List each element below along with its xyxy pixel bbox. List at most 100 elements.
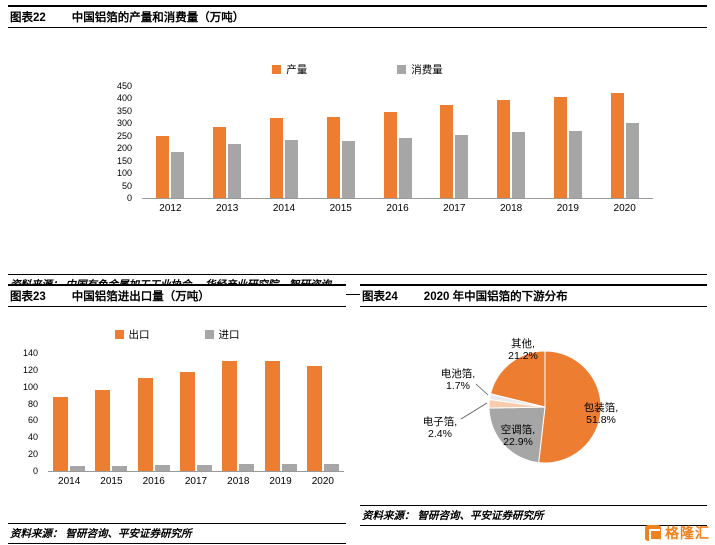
- category-group: [199, 87, 256, 198]
- chart-legend: 出口 进口: [8, 327, 346, 342]
- y-tick-label: 50: [121, 180, 132, 191]
- category-group: [539, 87, 596, 198]
- x-tick-label: 2018: [227, 476, 250, 487]
- x-tick-label: 2017: [443, 203, 466, 214]
- top-divider: [8, 284, 346, 286]
- bar: [213, 127, 227, 198]
- pie-slice-1: [538, 350, 602, 464]
- bar: [281, 464, 297, 471]
- y-tick-label: 80: [27, 398, 38, 409]
- bar: [53, 397, 69, 471]
- x-tick-label: 2020: [311, 476, 334, 487]
- bottom-divider: [8, 543, 346, 544]
- bars-area: [48, 354, 344, 472]
- pie-label: 电子箔, 2.4%: [423, 415, 457, 440]
- figure-23-panel: 图表23 中国铝箔进出口量（万吨） 出口 进口 0 20 40 60 80 100 120 140…: [8, 284, 346, 544]
- bar: [171, 152, 185, 198]
- x-tick-label: 2019: [269, 476, 292, 487]
- category-group: [256, 87, 313, 198]
- x-tick-label: 2016: [142, 476, 165, 487]
- bar: [264, 361, 280, 471]
- figure-22-panel: 图表22 中国铝箔的产量和消费量（万吨） 产量 消费量 0 50 100 150 200 25…: [8, 5, 707, 295]
- plot-area: 0 20 40 60 80 100 120 140 2014 2015 2016 2017 2018 20…: [14, 349, 344, 487]
- source-label: 资料来源：: [362, 510, 415, 522]
- top-divider: [8, 5, 707, 7]
- figure-24-source: 资料来源： 智研咨询、平安证券研究所: [360, 506, 707, 525]
- gelonghui-watermark: 格隆汇: [645, 523, 710, 543]
- category-group: [90, 354, 132, 471]
- category-group: [596, 87, 653, 198]
- figure-23-heading: 中国铝箔进出口量（万吨）: [71, 291, 210, 303]
- bar: [306, 366, 322, 471]
- figure-24-heading: 2020 年中国铝箔的下游分布: [423, 291, 568, 303]
- bar: [269, 118, 283, 198]
- pie-label: 其他, 21.2%: [508, 337, 538, 362]
- chart-divider: [8, 523, 346, 524]
- downstream-distribution-pie-chart: 包装箔, 51.8% 空调箔, 22.9% 电子箔, 2.4% 电池箔, 1.7% 其他, 21.…: [360, 307, 707, 505]
- category-group: [302, 354, 344, 471]
- bar: [610, 93, 624, 198]
- title-divider: [8, 306, 346, 307]
- y-tick-label: 60: [27, 415, 38, 426]
- bar: [95, 390, 111, 471]
- pie-slice-2: [488, 406, 546, 464]
- category-group: [426, 87, 483, 198]
- pie-slice-5: [489, 350, 546, 408]
- bar: [196, 465, 212, 471]
- legend-item: 出口: [114, 327, 150, 342]
- category-group: [142, 87, 199, 198]
- bar: [553, 97, 567, 198]
- import-export-bar-chart: 出口 进口 0 20 40 60 80 100 120 140 2014 2015 2016 2017 20…: [8, 327, 346, 523]
- chart-divider: [360, 505, 707, 506]
- title-divider: [360, 306, 707, 307]
- y-tick-label: 300: [116, 118, 132, 129]
- category-group: [369, 87, 426, 198]
- bar: [228, 144, 242, 198]
- bar: [239, 464, 255, 471]
- figure-23-label: 图表23: [10, 291, 46, 303]
- x-tick-label: 2017: [184, 476, 208, 487]
- bar: [455, 135, 469, 198]
- y-tick-label: 100: [22, 381, 38, 392]
- x-tick-label: 2019: [556, 203, 579, 214]
- plot-area: 0 50 100 150 200 250 300 350 400 450 2012 2013 2014 2…: [108, 82, 653, 214]
- y-tick-label: 40: [27, 432, 38, 443]
- bar: [323, 464, 339, 471]
- x-tick-label: 2015: [100, 476, 123, 487]
- bar: [137, 378, 153, 471]
- legend-label: 产量: [286, 64, 308, 76]
- legend-item: 进口: [204, 327, 240, 342]
- bar: [625, 123, 639, 198]
- legend-label: 消费量: [411, 64, 443, 76]
- bar: [70, 466, 86, 471]
- y-axis: 0 50 100 150 200 250 300 350 400 450: [108, 82, 138, 203]
- legend-label: 出口: [128, 329, 150, 341]
- figure-23-source: 资料来源： 智研咨询、平安证券研究所: [8, 524, 346, 543]
- production-consumption-bar-chart: 产量 消费量 0 50 100 150 200 250 300 350 400 450 2012 2013…: [8, 62, 707, 274]
- chart-divider: [8, 274, 707, 275]
- figure-22-heading: 中国铝箔的产量和消费量（万吨）: [71, 12, 245, 24]
- category-group: [483, 87, 540, 198]
- leader-line: [475, 383, 489, 396]
- category-group: [133, 354, 175, 471]
- legend-label: 进口: [218, 329, 240, 341]
- legend-item: 产量: [272, 62, 307, 77]
- figure-22-label: 图表22: [10, 12, 46, 24]
- legend-swatch: [397, 65, 407, 74]
- category-group: [175, 354, 217, 471]
- bars-area: [142, 87, 653, 199]
- top-divider: [360, 284, 707, 286]
- y-tick-label: 20: [27, 449, 38, 460]
- title-divider: [8, 27, 707, 28]
- bar: [497, 100, 511, 198]
- x-tick-label: 2014: [58, 476, 81, 487]
- legend-item: 消费量: [397, 62, 443, 77]
- bar: [154, 465, 170, 471]
- gelonghui-logo-icon: [645, 525, 661, 541]
- x-tick-label: 2012: [159, 203, 182, 214]
- bar: [398, 138, 412, 198]
- category-group: [48, 354, 90, 471]
- leader-line: [460, 402, 488, 420]
- source-text: 智研咨询、平安证券研究所: [417, 510, 544, 522]
- gelonghui-logo-text: 格隆汇: [665, 525, 710, 541]
